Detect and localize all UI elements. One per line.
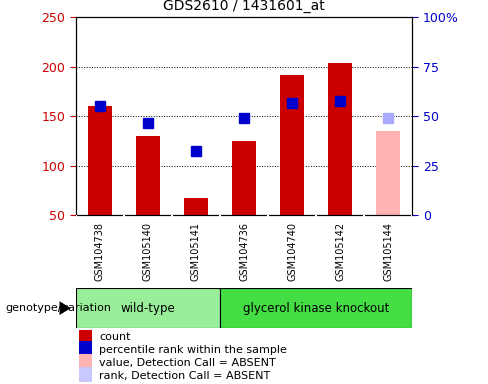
Text: GSM105140: GSM105140 <box>143 222 153 281</box>
Text: genotype/variation: genotype/variation <box>5 303 111 313</box>
Text: value, Detection Call = ABSENT: value, Detection Call = ABSENT <box>99 358 276 367</box>
Bar <box>232 141 256 215</box>
Bar <box>79 341 93 359</box>
Text: GSM105142: GSM105142 <box>335 222 345 281</box>
Bar <box>136 136 160 215</box>
Bar <box>376 131 400 215</box>
Text: count: count <box>99 332 131 342</box>
Text: wild-type: wild-type <box>121 302 175 314</box>
Text: GSM104738: GSM104738 <box>95 222 105 281</box>
Text: glycerol kinase knockout: glycerol kinase knockout <box>243 302 389 314</box>
Bar <box>79 366 93 384</box>
Polygon shape <box>60 301 71 315</box>
Bar <box>328 63 352 215</box>
Bar <box>280 74 304 215</box>
Bar <box>79 354 93 372</box>
Bar <box>184 198 208 215</box>
Text: percentile rank within the sample: percentile rank within the sample <box>99 345 287 355</box>
Text: GSM104740: GSM104740 <box>287 222 297 281</box>
Text: GSM105141: GSM105141 <box>191 222 201 281</box>
Text: GSM104736: GSM104736 <box>239 222 249 281</box>
Bar <box>79 328 93 346</box>
Bar <box>220 288 412 328</box>
Text: rank, Detection Call = ABSENT: rank, Detection Call = ABSENT <box>99 371 270 381</box>
Title: GDS2610 / 1431601_at: GDS2610 / 1431601_at <box>163 0 325 13</box>
Text: GSM105144: GSM105144 <box>383 222 393 281</box>
Bar <box>76 288 220 328</box>
Bar <box>88 106 112 215</box>
